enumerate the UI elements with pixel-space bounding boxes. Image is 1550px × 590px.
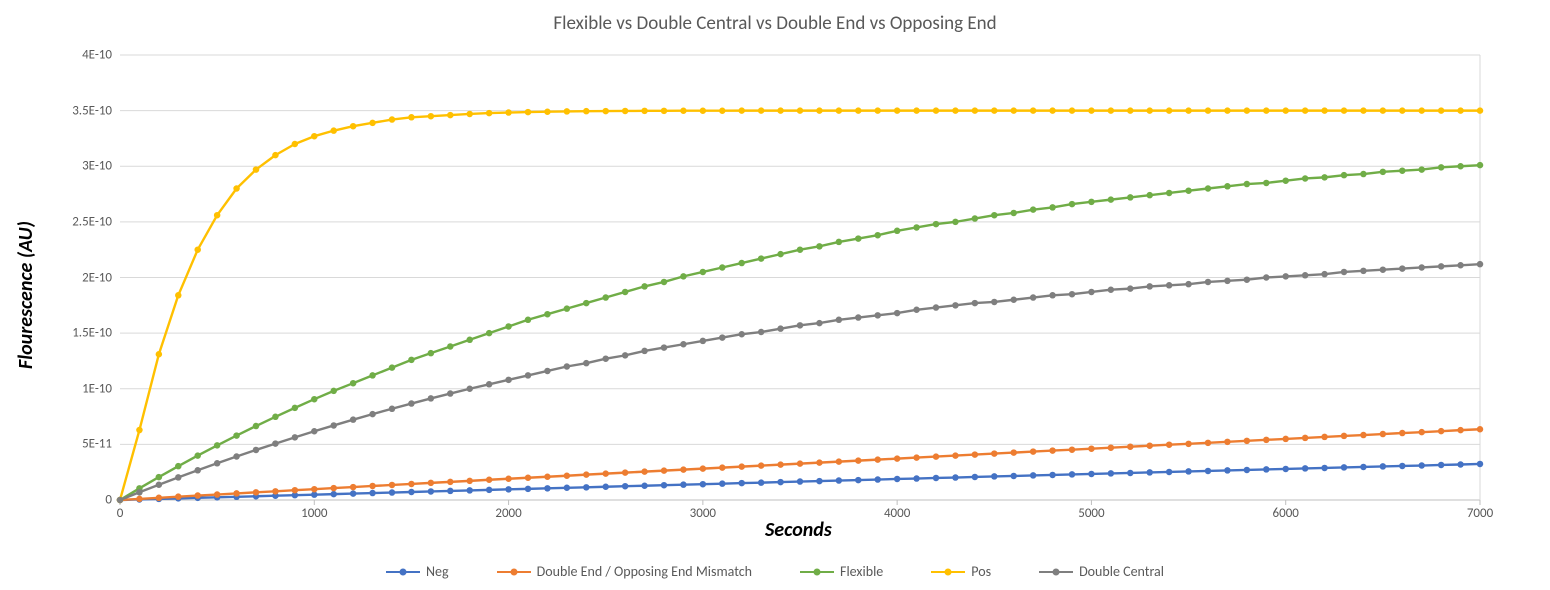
plot-area: 05E-111E-101.5E-102E-102.5E-103E-103.5E-…	[120, 55, 1480, 500]
x-tick-label: 7000	[1467, 500, 1493, 521]
plot-svg	[120, 55, 1480, 500]
y-tick-label: 5E-11	[82, 437, 120, 452]
legend-label: Double Central	[1079, 563, 1164, 580]
legend-label: Flexible	[840, 563, 883, 580]
y-tick-label: 2.5E-10	[72, 214, 120, 229]
legend-swatch	[386, 565, 420, 579]
chart-title: Flexible vs Double Central vs Double End…	[0, 12, 1550, 35]
y-tick-label: 2E-10	[82, 270, 120, 285]
x-axis-title: Seconds	[765, 518, 832, 542]
legend-item: Double End / Opposing End Mismatch	[497, 563, 752, 580]
y-tick-label: 4E-10	[82, 48, 120, 63]
legend-swatch	[1039, 565, 1073, 579]
x-tick-label: 3000	[690, 500, 716, 521]
legend-label: Pos	[971, 563, 991, 580]
x-tick-label: 2000	[495, 500, 521, 521]
y-tick-label: 3.5E-10	[72, 103, 120, 118]
legend-swatch	[800, 565, 834, 579]
x-tick-label: 5000	[1078, 500, 1104, 521]
legend-item: Flexible	[800, 563, 883, 580]
x-tick-label: 6000	[1273, 500, 1299, 521]
y-tick-label: 1E-10	[82, 381, 120, 396]
legend-item: Pos	[931, 563, 991, 580]
legend-item: Double Central	[1039, 563, 1164, 580]
y-axis-title: Flourescence (AU)	[14, 221, 38, 369]
legend: Neg Double End / Opposing End Mismatch Fle…	[0, 563, 1550, 580]
legend-swatch	[931, 565, 965, 579]
x-tick-label: 0	[117, 500, 124, 521]
y-tick-label: 1.5E-10	[72, 326, 120, 341]
legend-label: Neg	[426, 563, 449, 580]
legend-swatch	[497, 565, 531, 579]
line-chart: Flexible vs Double Central vs Double End…	[0, 0, 1550, 590]
legend-item: Neg	[386, 563, 449, 580]
y-tick-label: 3E-10	[82, 159, 120, 174]
legend-label: Double End / Opposing End Mismatch	[537, 563, 752, 580]
x-tick-label: 1000	[301, 500, 327, 521]
x-tick-label: 4000	[884, 500, 910, 521]
